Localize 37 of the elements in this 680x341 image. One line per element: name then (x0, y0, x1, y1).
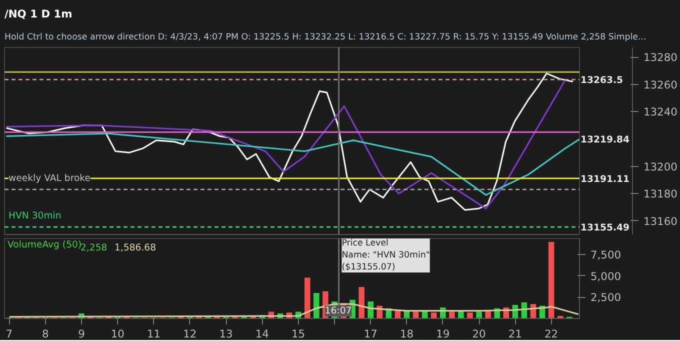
chart-title: VolumeAvg (50) (8, 240, 82, 250)
y-tick-label: 13180 (644, 188, 678, 201)
y-tick-label: 2,500 (590, 291, 622, 304)
annotation: Price Level Name: "HVN 30min" ($13155.07) (342, 238, 430, 272)
chart-title: /NQ 1 D 1m (4, 8, 72, 20)
x-tick-label: 11 (146, 328, 161, 340)
ref-line-label: 16:07 (324, 306, 352, 316)
y-tick-label: 13260 (644, 78, 678, 92)
x-tick-label: 22 (544, 328, 558, 340)
annotation: HVN 30min (8, 210, 62, 222)
annotation: weekly VAL broke (8, 173, 91, 184)
annotation: 2,258 (80, 242, 108, 254)
x-tick-label: 13 (219, 328, 233, 340)
x-tick-label: 18 (400, 328, 414, 340)
x-tick-label: 8 (42, 328, 49, 340)
data-label: 13219.84 (580, 134, 630, 146)
x-tick-label: 21 (508, 328, 522, 340)
x-tick-label: 15 (292, 328, 306, 340)
chart-subtitle: Hold Ctrl to choose arrow direction D: 4/3/23, 4:07 PM O: 13225.5 H: 13232.25 L: 13216.5 C: 13227.75 R: 15.75 Y: 13155.49 Volume 2,258 Simple... (4, 32, 646, 42)
x-tick-label: 7 (6, 328, 13, 340)
y-tick-label: 5,000 (590, 270, 622, 283)
y-tick-label: 13240 (644, 106, 678, 119)
x-tick-label: 14 (255, 328, 270, 340)
x-tick-label: 9 (78, 328, 86, 340)
y-tick-label: 13200 (644, 160, 678, 174)
x-tick-label: 17 (364, 328, 378, 340)
ref-line-label: 13155.49 (580, 222, 630, 234)
y-tick-label: 13160 (644, 214, 678, 228)
x-tick-label: 12 (183, 328, 197, 340)
x-tick-label: 19 (436, 328, 450, 340)
y-tick-label: 13280 (644, 51, 678, 64)
ref-line-label: 13263.5 (580, 75, 623, 86)
x-tick-label: 20 (472, 328, 486, 340)
ref-line-label: 13191.11 (580, 174, 630, 185)
y-tick-label: 7,500 (590, 248, 622, 262)
x-tick-label: 10 (110, 328, 125, 340)
annotation: 1,586.68 (114, 242, 156, 254)
